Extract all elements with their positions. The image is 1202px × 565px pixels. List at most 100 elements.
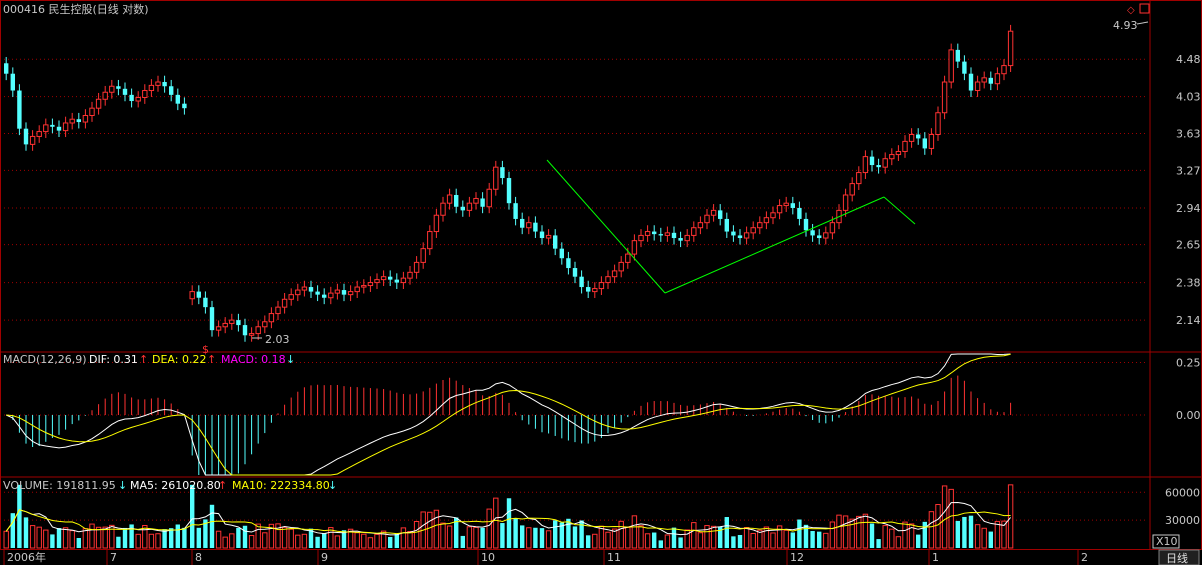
candle-down xyxy=(671,232,677,239)
volume-bar-down xyxy=(122,527,128,548)
candle-up xyxy=(446,194,453,204)
candle-up xyxy=(69,118,75,124)
volume-bar-up xyxy=(29,525,36,549)
maximize-icon[interactable] xyxy=(1139,3,1150,14)
candle-down xyxy=(394,279,399,283)
volume-bar-up xyxy=(36,526,42,549)
volume-bar-up xyxy=(1001,520,1007,549)
price-tick-label: 4.48 xyxy=(1176,53,1201,66)
restore-icon[interactable]: ◇ xyxy=(1127,5,1135,16)
price-tick-label: 2.38 xyxy=(1176,277,1201,290)
candle-up xyxy=(374,279,380,284)
volume-bar-up xyxy=(89,523,95,549)
candle-up xyxy=(248,333,255,336)
candle-down xyxy=(718,210,723,219)
volume-bar-up xyxy=(862,513,869,549)
volume-bar-down xyxy=(116,536,121,548)
candle-down xyxy=(955,49,960,62)
volume-unit-box xyxy=(1152,534,1180,549)
candle-down xyxy=(162,82,167,87)
candle-down xyxy=(579,276,584,288)
volume-bar-up xyxy=(526,527,532,549)
candle-up xyxy=(407,271,413,279)
candle-up xyxy=(902,140,908,152)
macd-tick-label: 0.00 xyxy=(1176,409,1201,422)
candles[interactable] xyxy=(4,24,1014,342)
volume-bar-up xyxy=(935,504,941,549)
trend-line xyxy=(664,196,885,294)
volume-axis: 60000 30000 xyxy=(1165,486,1200,527)
volume-bar-up xyxy=(611,528,618,549)
candle-up xyxy=(625,253,631,263)
dif-label: DIF: 0.31 xyxy=(89,353,138,366)
candle-up xyxy=(493,166,499,190)
volume-bar-up xyxy=(109,524,115,549)
x-axis: 2006年 7 8 9 10 11 12 1 2 xyxy=(3,549,1088,565)
candle-up xyxy=(823,232,829,239)
volume-bar-up xyxy=(222,536,228,549)
candle-up xyxy=(222,322,228,328)
candle-up xyxy=(776,205,783,214)
volume-bar-down xyxy=(718,526,723,548)
candle-up xyxy=(275,306,281,315)
volume-bar-up xyxy=(545,530,552,549)
x-tick-label: 11 xyxy=(607,551,621,564)
candle-down xyxy=(922,138,927,149)
candle-up xyxy=(347,291,354,296)
volume-tick-label: 30000 xyxy=(1165,514,1200,527)
volume-bar-down xyxy=(876,539,881,548)
candle-up xyxy=(413,261,420,273)
ma5-arrow: ↑ xyxy=(218,479,227,492)
candle-down xyxy=(236,320,241,326)
candle-up xyxy=(757,222,763,229)
candle-up xyxy=(36,131,42,137)
candle-down xyxy=(810,230,815,236)
candle-down xyxy=(315,291,320,295)
candle-down xyxy=(968,73,974,91)
volume-bar-up xyxy=(466,526,473,549)
volume-bar-up xyxy=(82,528,89,549)
volume-bar-down xyxy=(506,498,512,548)
candle-up xyxy=(598,282,605,290)
candle-down xyxy=(572,268,578,277)
volume-bar-up xyxy=(631,515,638,549)
volume-bar-down xyxy=(869,523,875,548)
candle-up xyxy=(109,85,115,93)
volume-arrow: ↓ xyxy=(118,479,127,492)
candle-down xyxy=(876,165,881,168)
volume-bar-up xyxy=(644,533,651,549)
candle-down xyxy=(122,88,128,95)
volume-bar-up xyxy=(710,525,717,549)
candle-up xyxy=(229,319,235,324)
price-tick-label: 2.14 xyxy=(1176,314,1201,327)
volume-bar-down xyxy=(671,527,677,548)
volume-bar-down xyxy=(803,524,809,548)
period-tab[interactable] xyxy=(1158,549,1200,565)
volume-bar-up xyxy=(908,523,915,549)
volume-bar-down xyxy=(190,484,195,548)
candle-up xyxy=(889,154,895,160)
volume-bar-up xyxy=(142,524,148,549)
trend-line xyxy=(546,159,666,294)
candle-up xyxy=(829,222,836,234)
candle-up xyxy=(281,298,288,308)
volume-bar-up xyxy=(856,515,862,549)
candle-up xyxy=(928,133,935,149)
volume-bar-down xyxy=(572,526,578,548)
period-tab-label[interactable]: 日线 xyxy=(1166,551,1188,565)
outer-border xyxy=(0,0,1202,550)
volume-bar-down xyxy=(955,520,960,548)
candle-up xyxy=(189,291,195,300)
volume-bar-up xyxy=(281,526,288,549)
volume-bar-up xyxy=(473,526,479,549)
macd-histogram xyxy=(12,375,1012,475)
volume-bar-up xyxy=(981,527,987,549)
candle-down xyxy=(116,86,121,89)
candle-up xyxy=(631,240,638,255)
candle-up xyxy=(486,188,492,208)
candle-up xyxy=(215,326,222,331)
dea-line xyxy=(6,353,1011,476)
candle-up xyxy=(135,96,141,102)
volume-unit: X10 xyxy=(1156,535,1178,548)
